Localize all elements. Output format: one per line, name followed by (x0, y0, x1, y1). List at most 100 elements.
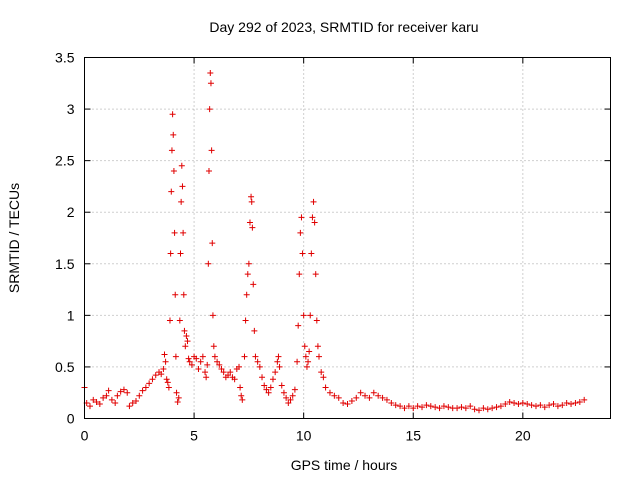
y-axis-label: SRMTID / TECUs (6, 183, 22, 293)
data-point (563, 400, 570, 407)
data-point (432, 404, 439, 411)
data-point (209, 312, 216, 319)
data-point (205, 260, 212, 267)
data-point (136, 392, 143, 399)
data-point (171, 229, 178, 236)
data-point (218, 365, 225, 372)
data-point (335, 394, 342, 401)
data-point (188, 361, 195, 368)
data-point (186, 358, 193, 365)
data-point (484, 406, 491, 413)
data-point (278, 382, 285, 389)
data-point (440, 403, 447, 410)
data-point (559, 402, 566, 409)
data-point (445, 404, 452, 411)
data-point (493, 404, 500, 411)
data-point (497, 403, 504, 410)
data-point (205, 167, 212, 174)
data-point (489, 405, 496, 412)
data-point (375, 392, 382, 399)
data-point (146, 380, 153, 387)
data-point (244, 271, 251, 278)
data-point (197, 358, 204, 365)
data-point (519, 400, 526, 407)
data-point (246, 219, 253, 226)
data-point (467, 403, 474, 410)
data-point (269, 376, 276, 383)
data-point (178, 198, 185, 205)
grid (84, 57, 611, 419)
data-point (405, 403, 412, 410)
data-point (296, 271, 303, 278)
data-point (207, 69, 214, 76)
data-point (370, 389, 377, 396)
data-point (158, 371, 165, 378)
data-point (142, 384, 149, 391)
data-point (180, 229, 187, 236)
data-point (254, 358, 261, 365)
data-point (105, 387, 112, 394)
data-point (379, 394, 386, 401)
data-point (502, 401, 509, 408)
data-point (331, 392, 338, 399)
x-tick-labels: 0 5 10 15 20 (81, 428, 531, 444)
data-point (126, 403, 133, 410)
data-point (203, 374, 210, 381)
data-point (291, 386, 298, 393)
data-point (515, 401, 522, 408)
data-point (236, 363, 243, 370)
data-point (90, 396, 97, 403)
data-point (216, 361, 223, 368)
x-axis-label: GPS time / hours (291, 457, 398, 473)
data-point (312, 271, 319, 278)
data-point (300, 312, 307, 319)
data-point (506, 398, 513, 405)
data-point (263, 386, 270, 393)
data-point (366, 394, 373, 401)
data-point (309, 214, 316, 221)
data-point (167, 250, 174, 257)
data-point (419, 404, 426, 411)
data-point (306, 348, 313, 355)
data-point (276, 363, 283, 370)
data-point (184, 338, 191, 345)
data-point (410, 405, 417, 412)
data-point (161, 351, 168, 358)
data-point (348, 397, 355, 404)
data-point (274, 358, 281, 365)
data-point (511, 400, 518, 407)
data-point (208, 147, 215, 154)
data-point (256, 363, 263, 370)
data-point (227, 369, 234, 376)
data-point (169, 111, 176, 118)
data-point (303, 363, 310, 370)
data-point (471, 406, 478, 413)
data-point (532, 403, 539, 410)
x-tick-label: 5 (190, 428, 198, 444)
x-tick-label: 10 (296, 428, 312, 444)
data-point (480, 405, 487, 412)
data-point (362, 392, 369, 399)
data-point (283, 394, 290, 401)
data-point (164, 379, 171, 386)
data-point (180, 291, 187, 298)
data-point (250, 281, 257, 288)
data-point (397, 403, 404, 410)
data-point (313, 317, 320, 324)
data-point (241, 353, 248, 360)
data-point (178, 162, 185, 169)
data-point (326, 389, 333, 396)
y-tick-label: 2 (67, 204, 75, 220)
data-points (81, 69, 588, 414)
data-point (160, 365, 167, 372)
data-point (86, 403, 93, 410)
data-point (572, 400, 579, 407)
data-point (177, 250, 184, 257)
data-point (112, 400, 119, 407)
data-point (103, 392, 110, 399)
data-point (248, 198, 255, 205)
data-point (550, 401, 557, 408)
data-point (299, 250, 306, 257)
data-point (541, 404, 548, 411)
